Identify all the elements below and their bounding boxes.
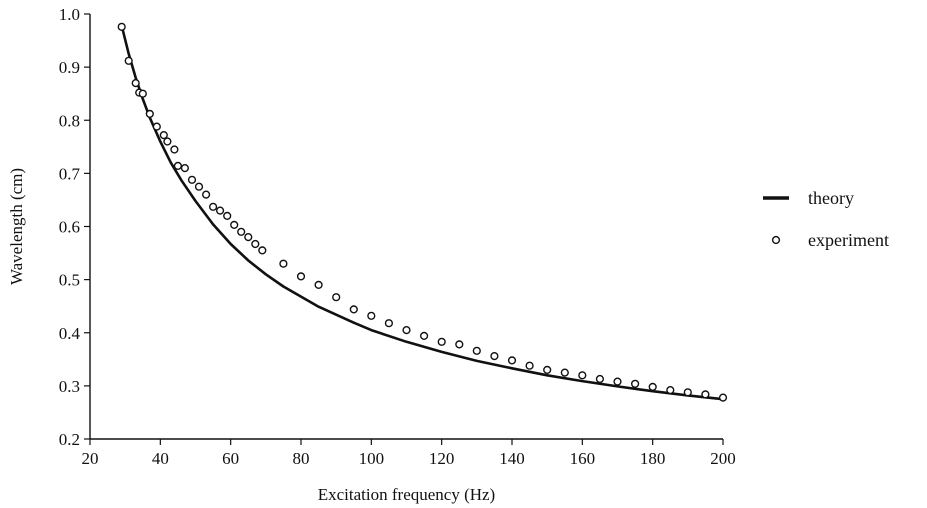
x-tick-label: 60 <box>222 449 239 468</box>
experiment-point <box>138 89 147 98</box>
experiment-point <box>718 393 728 402</box>
y-tick-label: 0.7 <box>59 164 81 183</box>
experiment-point <box>209 202 218 211</box>
x-tick-label: 80 <box>293 449 310 468</box>
legend-experiment-label: experiment <box>808 230 889 250</box>
x-tick-label: 200 <box>710 449 736 468</box>
experiment-point <box>472 346 481 355</box>
experiment-point <box>683 388 692 397</box>
y-tick-label: 0.5 <box>59 271 80 290</box>
experiment-point <box>543 365 552 375</box>
experiment-point <box>437 337 446 346</box>
experiment-point <box>349 305 358 314</box>
experiment-point <box>560 368 569 377</box>
y-tick-label: 0.6 <box>59 218 80 237</box>
y-ticks: 0.2 0.3 0.4 0.5 0.6 0.7 0.8 0.9 1.0 <box>59 5 90 449</box>
y-tick-label: 1.0 <box>59 5 80 24</box>
x-tick-label: 120 <box>429 449 455 468</box>
legend-experiment-swatch <box>771 235 781 245</box>
experiment-point <box>666 386 675 395</box>
legend: theory experiment <box>763 188 889 250</box>
experiment-point <box>187 175 197 184</box>
experiment-point <box>117 22 126 31</box>
experiment-point <box>251 239 260 249</box>
experiment-point <box>402 326 411 335</box>
y-tick-label: 0.8 <box>59 111 80 130</box>
experiment-point <box>237 227 246 236</box>
experiment-point <box>332 293 341 302</box>
axes <box>89 14 723 440</box>
y-tick-label: 0.9 <box>59 58 80 77</box>
experiment-point <box>131 78 140 88</box>
experiment-point <box>170 145 179 154</box>
experiment-point <box>216 206 225 215</box>
experiment-point <box>420 331 429 341</box>
x-tick-label: 40 <box>152 449 169 468</box>
y-axis-title: Wavelength (cm) <box>7 168 26 285</box>
y-tick-label: 0.4 <box>59 324 81 343</box>
experiment-point <box>244 233 253 242</box>
legend-theory-label: theory <box>808 188 854 208</box>
experiment-point <box>145 109 154 119</box>
x-tick-label: 100 <box>359 449 385 468</box>
experiment-point <box>455 340 464 349</box>
y-tick-label: 0.2 <box>59 430 80 449</box>
experiment-point <box>258 246 267 255</box>
x-tick-label: 180 <box>640 449 666 468</box>
x-axis-title: Excitation frequency (Hz) <box>318 485 495 504</box>
experiment-point <box>595 374 605 384</box>
x-tick-label: 20 <box>82 449 99 468</box>
experiment-point <box>202 190 211 199</box>
experiment-point <box>613 377 622 386</box>
experiment-point <box>701 390 710 399</box>
experiment-point <box>279 259 288 268</box>
experiment-point <box>314 280 323 290</box>
experiment-point <box>384 319 394 328</box>
experiment-point <box>173 161 183 171</box>
experiment-point <box>578 371 587 380</box>
x-tick-label: 140 <box>499 449 525 468</box>
experiment-point <box>648 382 657 392</box>
experiment-point <box>230 220 239 230</box>
experiment-point <box>159 131 168 140</box>
experiment-point <box>163 137 172 146</box>
experiment-point <box>124 56 133 65</box>
experiment-point <box>525 361 534 370</box>
y-tick-label: 0.3 <box>59 377 80 396</box>
plot-series <box>117 22 728 402</box>
experiment-point <box>180 164 190 173</box>
experiment-point <box>296 272 306 281</box>
experiment-point <box>152 122 161 131</box>
experiment-point <box>630 379 640 388</box>
theory-series-line <box>120 24 725 401</box>
experiment-point <box>507 356 517 365</box>
experiment-point <box>490 352 499 361</box>
x-ticks: 20 40 60 80 100 120 140 160 180 200 <box>82 439 736 468</box>
experiment-point <box>223 211 232 221</box>
experiment-point <box>194 182 204 191</box>
x-tick-label: 160 <box>570 449 596 468</box>
experiment-point <box>367 311 376 320</box>
